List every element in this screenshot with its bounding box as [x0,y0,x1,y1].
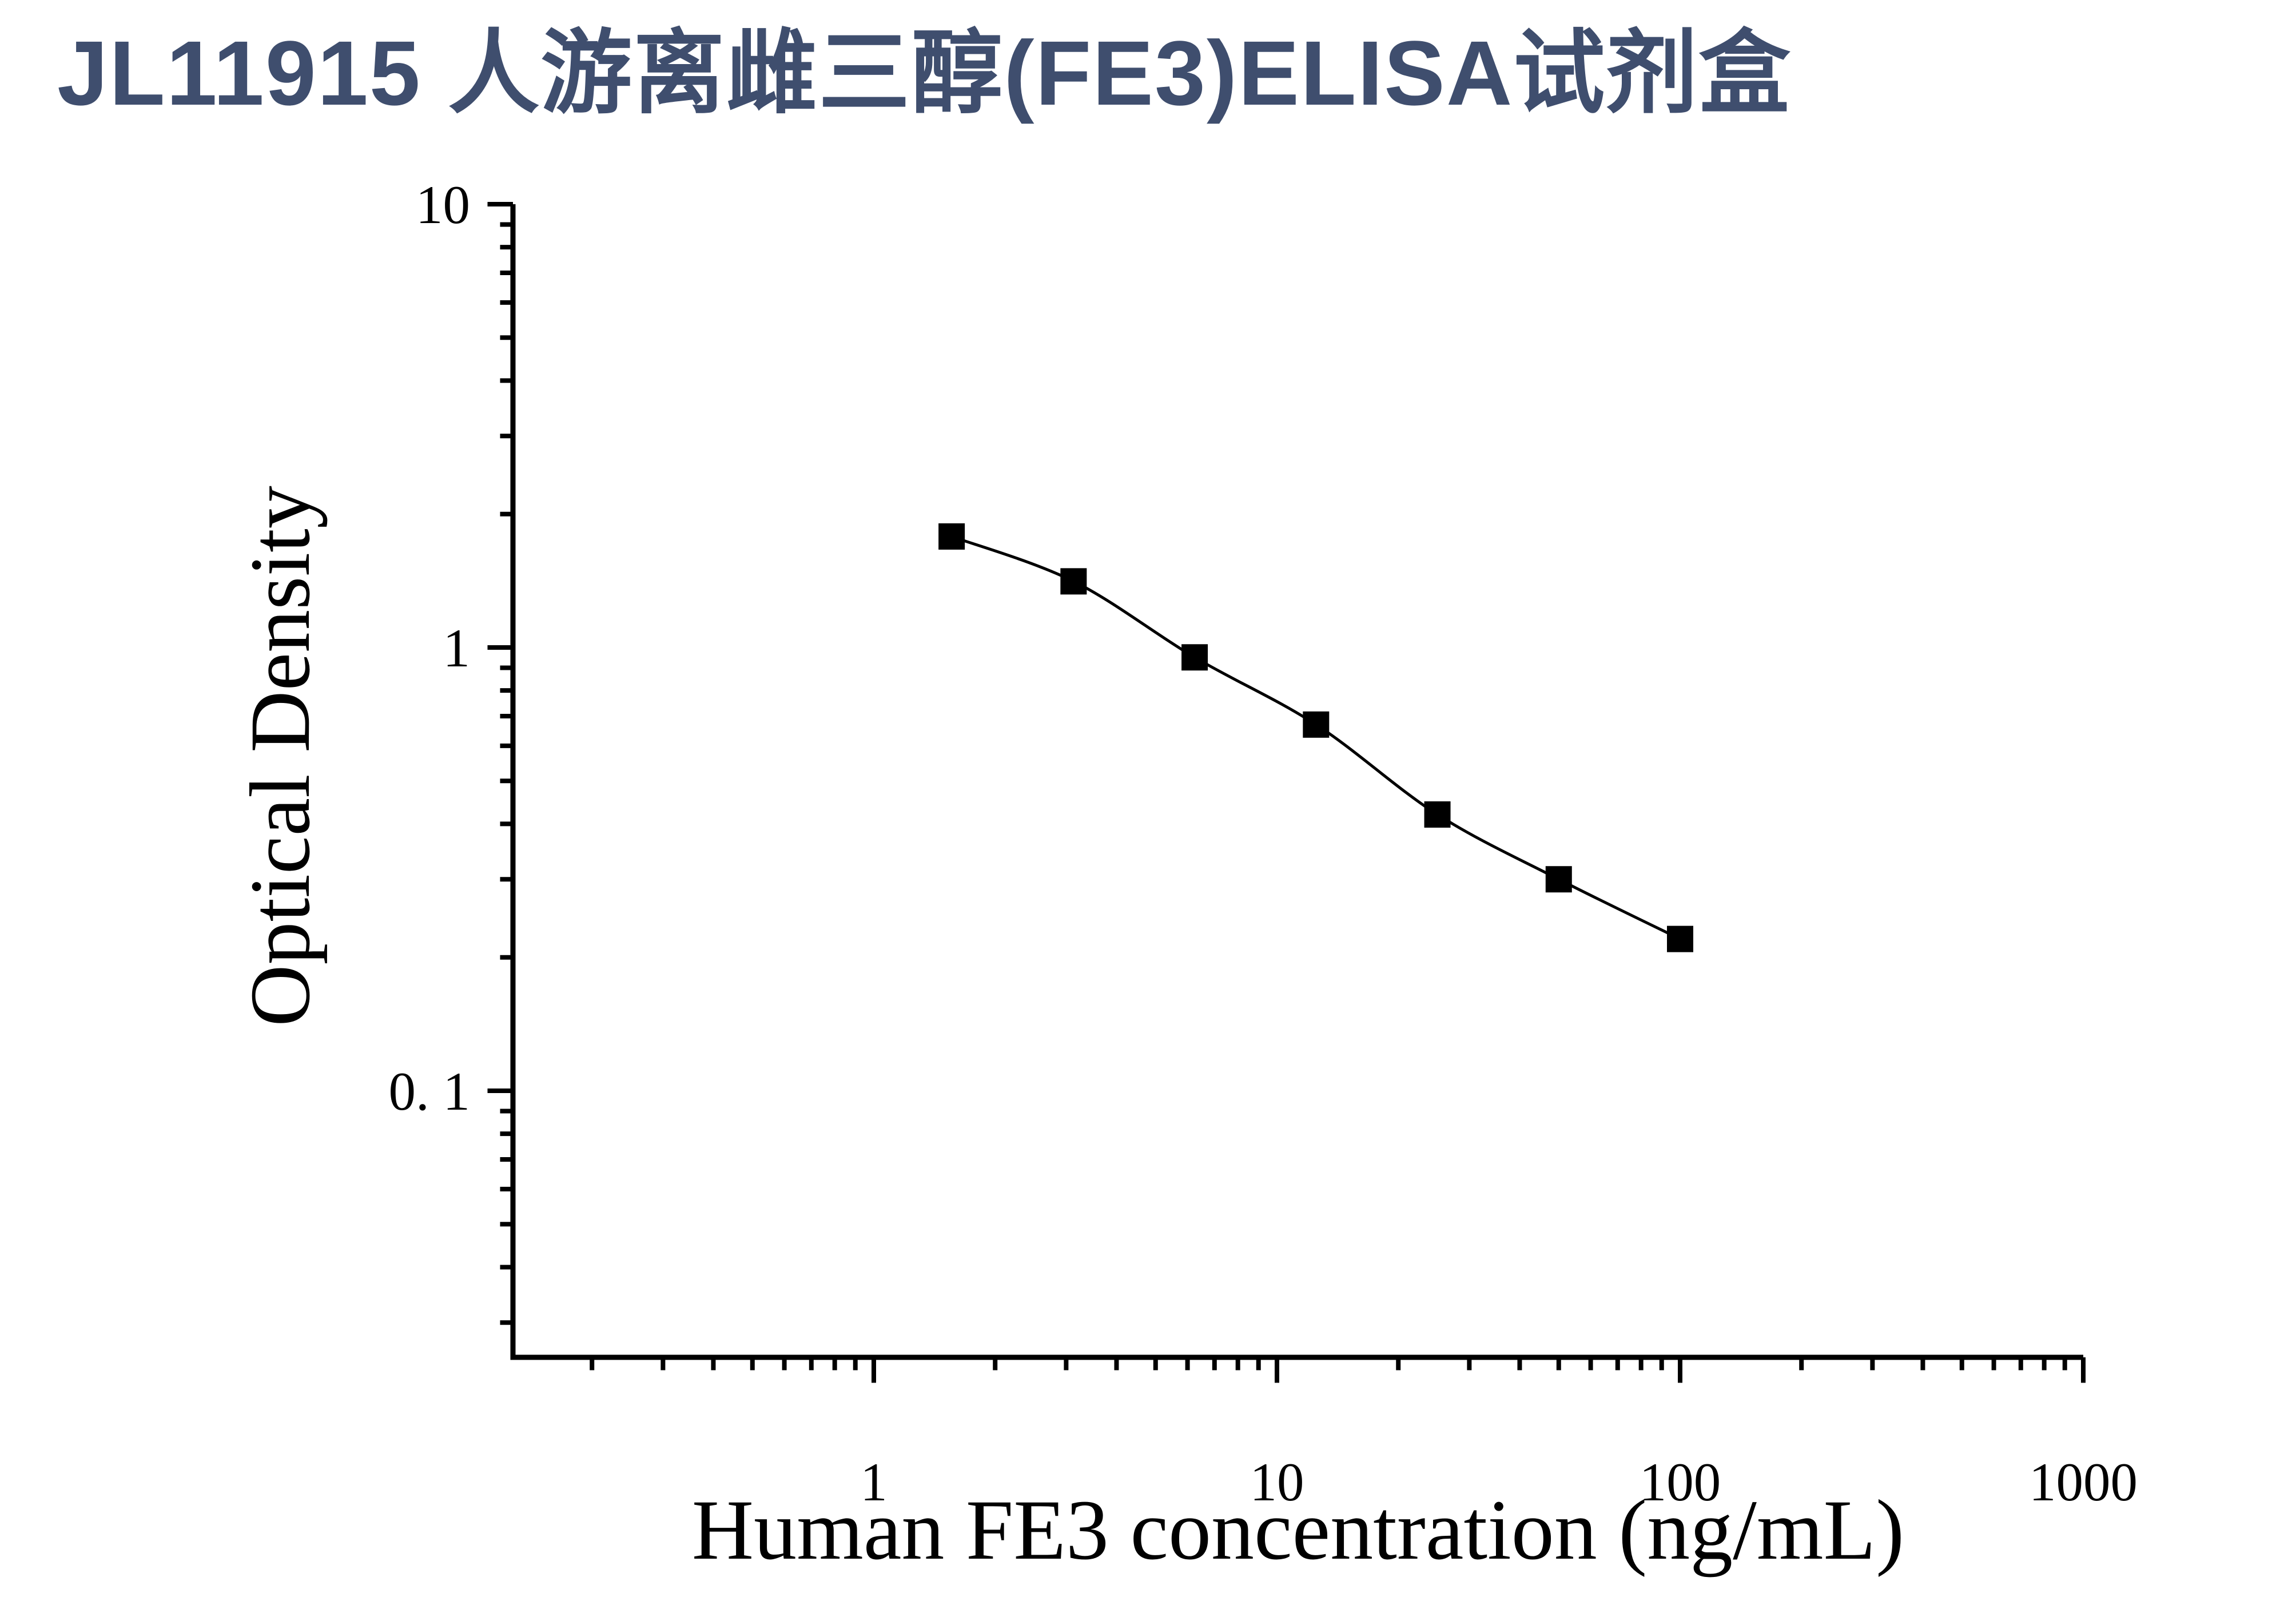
x-tick-label: 100 [1640,1452,1721,1512]
data-point-marker [1060,568,1087,595]
x-tick-label: 1000 [2029,1452,2138,1512]
tick-labels: 1 10 100 1000 10 1 0. 1 [389,174,2138,1512]
data-point-marker [1303,711,1330,738]
data-point-marker [938,523,965,550]
y-tick-label: 1 [443,618,471,678]
x-tick-label: 10 [1250,1452,1304,1512]
data-point-marker [1545,866,1572,893]
page-title: JL11915 人游离雌三醇(FE3)ELISA试剂盒 [57,22,1792,124]
axis-lines [510,204,2083,1360]
y-tick-label: 0. 1 [389,1061,471,1122]
y-tick-label: 10 [416,174,470,235]
y-axis-title: Optical Density [233,486,328,1027]
data-point-marker [1181,644,1208,671]
data-point-marker [1667,925,1693,952]
x-tick-label: 1 [860,1452,888,1512]
axis-ticks [487,202,2086,1383]
data-point-marker [1424,801,1451,828]
data-series [938,523,1693,952]
x-axis-title: Human FE3 concentration (ng/mL) [692,1483,1904,1578]
